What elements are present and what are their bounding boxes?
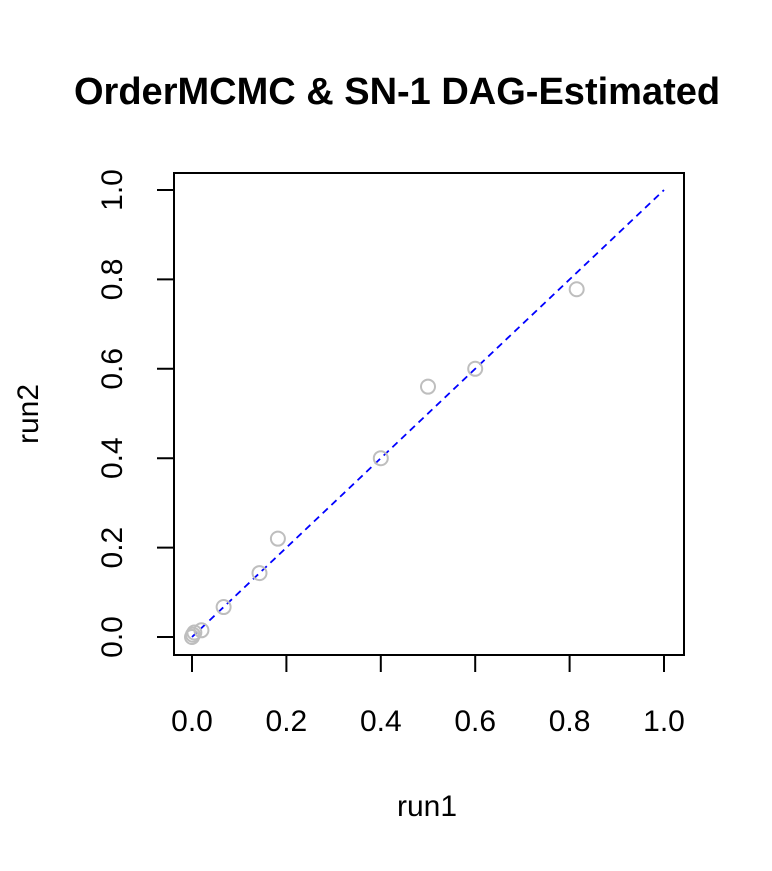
- data-point: [193, 622, 210, 639]
- y-axis-title: run2: [12, 384, 45, 444]
- x-tick-label: 1.0: [643, 705, 685, 738]
- x-tick-label: 0.6: [454, 705, 496, 738]
- data-point: [372, 450, 389, 467]
- plot-frame: [173, 172, 685, 656]
- data-point: [184, 626, 201, 643]
- data-point: [467, 360, 484, 377]
- x-tick-label: 0.2: [266, 705, 308, 738]
- y-tick-label: 0.4: [96, 437, 129, 479]
- chart-title: OrderMCMC & SN-1 DAG-Estimated: [74, 71, 720, 113]
- data-point: [568, 281, 585, 298]
- x-tick-label: 0.4: [360, 705, 402, 738]
- data-points: [184, 281, 585, 645]
- reference-line: [191, 189, 665, 638]
- x-axis-title: run1: [397, 790, 457, 823]
- y-tick-label: 1.0: [96, 169, 129, 211]
- data-point: [251, 565, 268, 582]
- x-tick-label: 0.8: [549, 705, 591, 738]
- y-axis: 0.0 0.2 0.4 0.6 0.8 1.0: [96, 169, 175, 658]
- data-point: [186, 624, 203, 641]
- y-tick-label: 0.8: [96, 259, 129, 301]
- y-tick-label: 0.6: [96, 348, 129, 390]
- x-tick-label: 0.0: [171, 705, 213, 738]
- y-tick-label: 0.0: [96, 616, 129, 658]
- data-point: [420, 378, 436, 395]
- data-point: [269, 530, 286, 547]
- x-axis: 0.0 0.2 0.4 0.6 0.8 1.0: [171, 654, 685, 738]
- y-tick-label: 0.2: [96, 527, 129, 569]
- data-point: [215, 599, 232, 616]
